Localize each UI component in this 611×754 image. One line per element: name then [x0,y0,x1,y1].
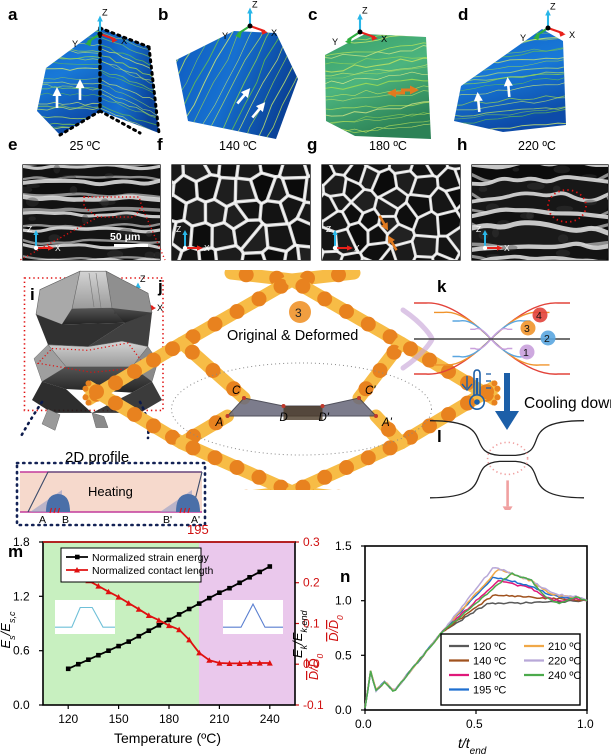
svg-text:D/D0: D/D0 [307,653,325,680]
svg-text:f: f [157,135,163,154]
svg-text:d: d [458,5,468,24]
svg-text:1: 1 [523,347,529,359]
svg-text:0.5: 0.5 [335,648,352,662]
svg-text:Cooling down: Cooling down [524,395,611,412]
svg-text:195 ºC: 195 ºC [473,685,506,697]
svg-text:X: X [271,28,277,38]
svg-text:Z: Z [252,0,258,10]
svg-text:Y: Y [222,31,228,41]
svg-text:g: g [307,135,317,154]
svg-text:Z: Z [476,224,481,234]
svg-text:X: X [121,36,127,46]
svg-text:2: 2 [544,333,550,345]
svg-text:140 ºC: 140 ºC [219,139,257,153]
svg-text:k: k [437,277,447,296]
svg-text:Z: Z [102,8,108,18]
svg-text:180 ºC: 180 ºC [369,139,407,153]
svg-text:a: a [8,5,18,24]
svg-text:b: b [158,5,168,24]
svg-text:220 ºC: 220 ºC [518,139,556,153]
svg-text:h: h [457,135,467,154]
svg-text:220 ºC: 220 ºC [548,656,581,668]
svg-text:X: X [569,30,575,40]
svg-text:1.0: 1.0 [577,717,594,731]
svg-text:X: X [354,243,360,253]
svg-text:Z: Z [27,224,32,234]
svg-text:Ek/Ek,end: Ek/Ek,end [290,610,309,658]
svg-text:Y: Y [72,39,78,49]
svg-text:Z: Z [176,224,181,234]
svg-text:50 μm: 50 μm [110,231,140,243]
svg-text:120 ºC: 120 ºC [473,641,506,653]
svg-text:X: X [55,243,61,253]
svg-text:Y: Y [332,37,338,47]
svg-text:X: X [504,243,510,253]
svg-text:t/tend: t/tend [458,735,487,754]
svg-text:Y: Y [520,33,526,43]
svg-text:0.0: 0.0 [335,703,352,717]
svg-text:180 ºC: 180 ºC [473,670,506,682]
svg-text:X: X [381,34,387,44]
svg-text:e: e [8,135,17,154]
svg-text:1.5: 1.5 [335,539,352,553]
svg-text:140 ºC: 140 ºC [473,656,506,668]
svg-text:0.5: 0.5 [466,717,483,731]
svg-text:X: X [204,243,210,253]
svg-text:0.0: 0.0 [355,717,372,731]
svg-text:Z: Z [550,2,556,12]
svg-text:n: n [340,567,350,586]
svg-text:3: 3 [524,323,530,335]
svg-text:l: l [437,427,442,446]
svg-text:210 ºC: 210 ºC [548,641,581,653]
svg-text:4: 4 [536,310,542,322]
svg-text:Z: Z [362,6,368,16]
svg-text:Z: Z [326,224,331,234]
svg-text:25 ºC: 25 ºC [70,139,101,153]
svg-text:240 ºC: 240 ºC [548,670,581,682]
svg-text:c: c [308,5,317,24]
svg-text:1.0: 1.0 [335,594,352,608]
